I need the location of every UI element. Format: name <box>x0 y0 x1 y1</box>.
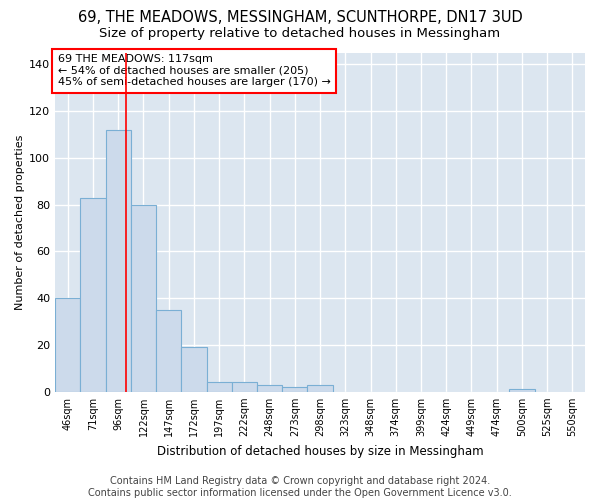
Bar <box>232 382 257 392</box>
Bar <box>257 385 282 392</box>
Bar <box>156 310 181 392</box>
Y-axis label: Number of detached properties: Number of detached properties <box>15 134 25 310</box>
Bar <box>181 348 206 392</box>
Bar <box>55 298 80 392</box>
Bar <box>80 198 106 392</box>
Bar <box>282 387 307 392</box>
Bar <box>509 390 535 392</box>
Text: 69 THE MEADOWS: 117sqm
← 54% of detached houses are smaller (205)
45% of semi-de: 69 THE MEADOWS: 117sqm ← 54% of detached… <box>58 54 331 88</box>
Text: 69, THE MEADOWS, MESSINGHAM, SCUNTHORPE, DN17 3UD: 69, THE MEADOWS, MESSINGHAM, SCUNTHORPE,… <box>77 10 523 25</box>
Bar <box>307 385 332 392</box>
Bar <box>131 204 156 392</box>
Bar <box>106 130 131 392</box>
Text: Size of property relative to detached houses in Messingham: Size of property relative to detached ho… <box>100 28 500 40</box>
X-axis label: Distribution of detached houses by size in Messingham: Distribution of detached houses by size … <box>157 444 484 458</box>
Bar <box>206 382 232 392</box>
Text: Contains HM Land Registry data © Crown copyright and database right 2024.
Contai: Contains HM Land Registry data © Crown c… <box>88 476 512 498</box>
